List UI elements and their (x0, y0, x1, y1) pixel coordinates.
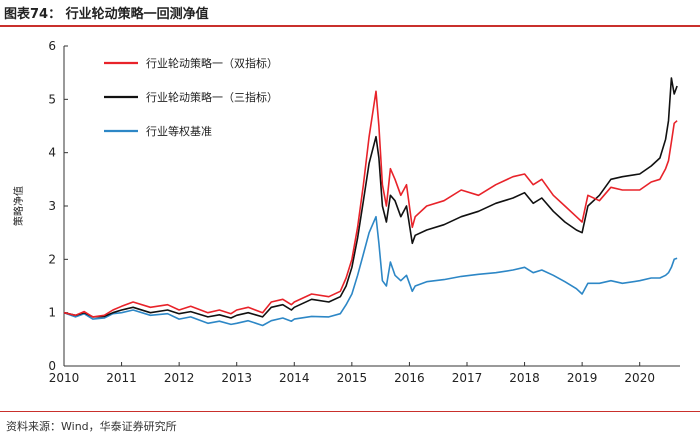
series-line-1 (63, 77, 678, 319)
x-tick-label: 2012 (164, 371, 195, 385)
series-line-0 (63, 90, 678, 318)
y-tick-label: 6 (48, 39, 56, 53)
legend-label-1: 行业轮动策略一（三指标） (146, 90, 278, 104)
x-tick-label: 2011 (106, 371, 137, 385)
y-axis-label: 策略净值 (12, 186, 25, 226)
y-tick-label: 4 (48, 146, 56, 160)
header-divider (0, 25, 700, 27)
y-tick-label: 2 (48, 252, 56, 266)
source-note: 资料来源：Wind，华泰证券研究所 (6, 420, 177, 433)
figure-header: 图表74： 行业轮动策略一回测净值 (0, 0, 700, 27)
y-tick-label: 1 (48, 306, 56, 320)
x-tick-label: 2017 (452, 371, 483, 385)
x-tick-label: 2014 (279, 371, 310, 385)
x-tick-label: 2020 (624, 371, 655, 385)
series-line-2 (63, 215, 678, 327)
x-tick-label: 2016 (394, 371, 425, 385)
x-tick-label: 2013 (221, 371, 252, 385)
x-tick-label: 2010 (49, 371, 80, 385)
figure-title: 图表74： 行业轮动策略一回测净值 (4, 7, 209, 22)
x-tick-label: 2015 (337, 371, 368, 385)
x-tick-label: 2018 (509, 371, 540, 385)
footer-divider (0, 411, 700, 412)
y-tick-label: 3 (48, 199, 56, 213)
line-chart: 0 1 2 3 4 5 6 2010 2011 2012 2013 2014 2015 2016 2017 2… (12, 39, 680, 385)
y-tick-label: 5 (48, 92, 56, 106)
legend-label-0: 行业轮动策略一（双指标） (146, 56, 278, 70)
y-tick-label: 0 (48, 359, 56, 373)
x-tick-label: 2019 (567, 371, 598, 385)
legend-label-2: 行业等权基准 (146, 124, 212, 138)
